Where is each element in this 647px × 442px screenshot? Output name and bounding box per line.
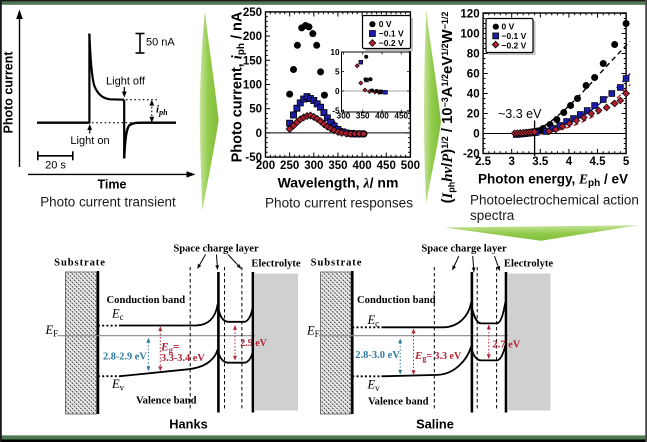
svg-text:(Iphhν/P)1/2 / 10−3A1/2eV1/2W−: (Iphhν/P)1/2 / 10−3A1/2eV1/2W−1/2 [440,12,456,204]
svg-text:2.5: 2.5 [475,156,492,168]
svg-text:Photoelectrochemical action: Photoelectrochemical action [470,193,639,208]
svg-text:500: 500 [401,160,420,172]
svg-text:−0.1 V: −0.1 V [502,31,527,41]
svg-text:2.9 eV: 2.9 eV [240,338,267,349]
svg-text:−0.2 V: −0.2 V [502,40,527,50]
svg-text:250: 250 [243,7,262,19]
svg-text:200: 200 [256,160,275,172]
svg-text:~3.3 eV: ~3.3 eV [498,107,542,121]
svg-text:20 s: 20 s [45,160,66,172]
svg-text:150: 150 [243,55,262,67]
svg-text:Space charge layer: Space charge layer [173,244,259,255]
svg-text:3.3-3.4 eV: 3.3-3.4 eV [161,353,205,364]
svg-text:450: 450 [377,160,396,172]
svg-text:Photo current, iph / nA: Photo current, iph / nA [230,11,248,162]
svg-text:Photo current: Photo current [2,51,16,134]
svg-text:60: 60 [467,69,480,81]
svg-text:120: 120 [460,9,479,21]
svg-text:200: 200 [243,31,262,43]
svg-text:5: 5 [623,156,630,168]
svg-text:Substrate: Substrate [54,258,106,269]
svg-text:5: 5 [335,68,340,77]
svg-text:0 V: 0 V [502,22,515,32]
svg-text:250: 250 [280,160,299,172]
svg-text:Electrolyte: Electrolyte [251,259,301,270]
svg-text:10: 10 [330,48,340,57]
svg-text:2.8-2.9 eV: 2.8-2.9 eV [103,352,147,363]
svg-text:Light on: Light on [70,135,109,147]
svg-text:0: 0 [335,87,340,96]
svg-text:Photon energy, Eph / eV: Photon energy, Eph / eV [478,172,628,190]
svg-text:Eg=: Eg= [160,342,179,355]
svg-text:0: 0 [256,128,262,140]
svg-text:80: 80 [467,49,480,61]
svg-text:2.7 eV: 2.7 eV [492,340,520,351]
svg-text:Space charge layer: Space charge layer [421,244,507,255]
svg-text:Photo current responses: Photo current responses [265,196,413,211]
svg-text:−0.1 V: −0.1 V [379,29,404,39]
svg-text:2.8-3.0 eV: 2.8-3.0 eV [355,350,400,361]
svg-text:300: 300 [304,160,323,172]
svg-text:Time: Time [98,178,127,192]
svg-text:300: 300 [337,112,351,121]
svg-text:Valence band: Valence band [368,397,429,408]
svg-text:400: 400 [375,112,389,121]
svg-text:Electrolyte: Electrolyte [504,259,554,270]
svg-text:450: 450 [394,112,408,121]
svg-text:4.5: 4.5 [590,156,607,168]
svg-text:-50: -50 [245,152,262,164]
svg-text:400: 400 [353,160,372,172]
svg-text:Light off: Light off [106,76,146,88]
svg-text:40: 40 [467,89,480,101]
svg-text:-5: -5 [332,107,340,116]
svg-text:Eg= 3.3 eV: Eg= 3.3 eV [414,350,462,363]
svg-text:spectra: spectra [470,208,515,223]
svg-text:50 nA: 50 nA [146,37,175,49]
svg-text:3: 3 [508,156,514,168]
svg-text:350: 350 [328,160,347,172]
svg-text:350: 350 [356,112,370,121]
svg-text:Substrate: Substrate [311,258,363,269]
svg-text:-20: -20 [463,149,480,161]
svg-text:Saline: Saline [416,417,454,432]
svg-text:20: 20 [467,109,480,121]
svg-text:0: 0 [473,129,479,141]
svg-text:−0.2 V: −0.2 V [379,38,404,48]
svg-text:Conduction band: Conduction band [357,295,436,306]
svg-text:Wavelength, λ/ nm: Wavelength, λ/ nm [278,175,399,192]
svg-text:100: 100 [243,80,262,92]
svg-text:4: 4 [566,156,573,168]
svg-text:50: 50 [249,104,262,116]
svg-text:Photo current transient: Photo current transient [40,195,176,210]
svg-text:Hanks: Hanks [169,417,207,432]
svg-text:3.5: 3.5 [532,156,549,168]
svg-text:Valence band: Valence band [136,396,197,407]
svg-text:100: 100 [460,29,479,41]
svg-text:Conduction band: Conduction band [107,295,186,306]
svg-text:0 V: 0 V [379,19,392,29]
